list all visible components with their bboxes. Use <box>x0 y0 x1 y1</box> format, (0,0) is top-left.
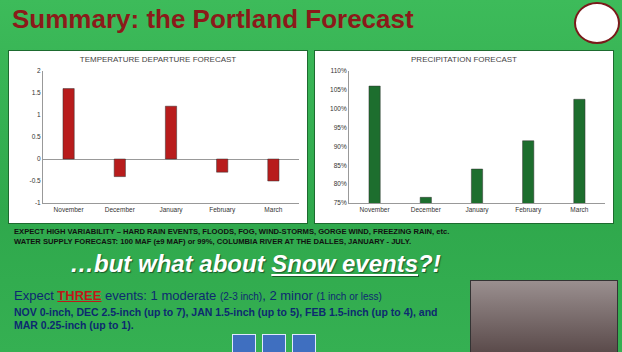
svg-text:March: March <box>570 206 588 213</box>
svg-text:PRECIPITATION FORECAST: PRECIPITATION FORECAST <box>411 55 517 64</box>
html-text:Summary: the Portland Forecast: Summary: the Portland Forecast <box>12 4 414 34</box>
svg-text:January: January <box>159 206 183 214</box>
svg-text:-0.5: -0.5 <box>29 177 41 184</box>
svg-text:2: 2 <box>37 67 41 74</box>
svg-text:-1: -1 <box>35 199 41 206</box>
svg-text:0: 0 <box>37 155 41 162</box>
svg-text:0.5: 0.5 <box>32 133 41 140</box>
svg-text:November: November <box>360 206 391 213</box>
html-text:NOV 0-inch, DEC 2.5-inch (up t: NOV 0-inch, DEC 2.5-inch (up to 7), JAN … <box>14 306 438 331</box>
svg-text:February: February <box>209 206 236 214</box>
svg-text:110%: 110% <box>331 67 347 74</box>
svg-text:1: 1 <box>37 111 41 118</box>
svg-text:February: February <box>515 206 542 214</box>
svg-text:TEMPERATURE DEPARTURE FORECAST: TEMPERATURE DEPARTURE FORECAST <box>80 55 237 64</box>
svg-text:105%: 105% <box>330 86 347 93</box>
svg-text:1.5: 1.5 <box>32 89 41 96</box>
svg-text:75%: 75% <box>334 199 347 206</box>
svg-text:90%: 90% <box>334 143 347 150</box>
svg-text:95%: 95% <box>334 124 347 131</box>
svg-text:100%: 100% <box>330 105 347 112</box>
html-text:WATER SUPPLY FORECAST: 100 MAF: WATER SUPPLY FORECAST: 100 MAF (±9 MAF) … <box>14 237 412 246</box>
svg-text:November: November <box>54 206 85 213</box>
svg-text:December: December <box>105 206 136 213</box>
html-text:EXPECT HIGH VARIABILITY – HARD: EXPECT HIGH VARIABILITY – HARD RAIN EVEN… <box>14 227 450 236</box>
html-text:…but what about Snow events?!: …but what about Snow events?! <box>70 250 441 277</box>
html-text:Expect THREE events: 1 moderat: Expect THREE events: 1 moderate(2-3 inch… <box>14 288 382 303</box>
svg-text:85%: 85% <box>334 162 347 169</box>
svg-text:January: January <box>465 206 489 214</box>
svg-text:December: December <box>411 206 442 213</box>
svg-text:March: March <box>264 206 282 213</box>
svg-text:80%: 80% <box>334 180 347 187</box>
